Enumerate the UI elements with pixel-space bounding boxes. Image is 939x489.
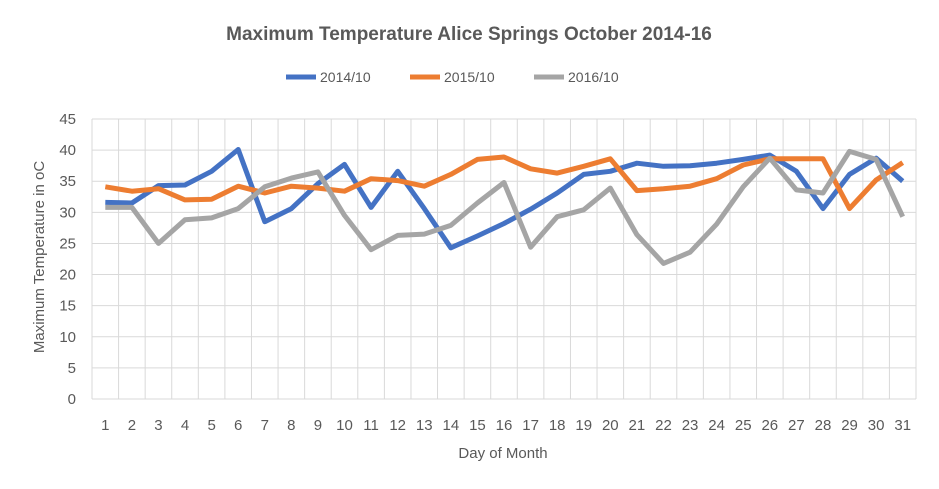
legend-label-2015-10: 2015/10 [444, 69, 495, 85]
x-axis-tick-labels: 1 2 3 4 5 6 7 8 9 10 11 12 13 14 15 16 17 18 19 20 21 22 23 24 2… [101, 417, 911, 434]
y-axis-title: Maximum Temperature in oC [31, 161, 48, 353]
x-tick-label: 20 [602, 417, 619, 434]
y-tick-label: 0 [68, 391, 76, 408]
x-tick-label: 7 [261, 417, 269, 434]
chart-title: Maximum Temperature Alice Springs Octobe… [226, 24, 712, 45]
x-tick-label: 9 [314, 417, 322, 434]
y-tick-label: 10 [59, 329, 76, 346]
x-tick-label: 26 [761, 417, 778, 434]
y-tick-label: 40 [59, 142, 76, 159]
y-tick-label: 25 [59, 235, 76, 252]
y-tick-label: 20 [59, 267, 76, 284]
x-tick-label: 21 [629, 417, 646, 434]
x-tick-label: 5 [207, 417, 215, 434]
y-tick-label: 15 [59, 298, 76, 315]
y-tick-label: 30 [59, 204, 76, 221]
legend-label-2014-10: 2014/10 [320, 69, 371, 85]
x-tick-label: 6 [234, 417, 242, 434]
x-tick-label: 11 [363, 417, 379, 434]
x-tick-label: 17 [522, 417, 539, 434]
x-tick-label: 2 [128, 417, 136, 434]
x-tick-label: 8 [287, 417, 295, 434]
x-tick-label: 22 [655, 417, 672, 434]
x-tick-label: 27 [788, 417, 805, 434]
x-tick-label: 12 [389, 417, 406, 434]
x-tick-label: 10 [336, 417, 353, 434]
x-tick-label: 19 [575, 417, 592, 434]
x-tick-label: 14 [442, 417, 459, 434]
x-tick-label: 16 [496, 417, 513, 434]
series-line-2016-10 [105, 148, 905, 266]
x-tick-label: 4 [181, 417, 189, 434]
x-tick-label: 1 [101, 417, 109, 434]
x-tick-label: 28 [815, 417, 832, 434]
horizontal-gridlines [92, 118, 916, 400]
x-tick-label: 29 [841, 417, 858, 434]
x-tick-label: 3 [154, 417, 162, 434]
x-tick-label: 24 [708, 417, 725, 434]
vertical-gridlines [91, 119, 917, 399]
x-tick-label: 23 [682, 417, 699, 434]
y-axis-tick-labels: 0 5 10 15 20 25 30 35 40 45 [59, 111, 76, 408]
y-tick-label: 45 [59, 111, 76, 128]
x-axis-title: Day of Month [458, 445, 547, 462]
series-lines [104, 147, 905, 266]
y-tick-label: 5 [68, 360, 76, 377]
x-tick-label: 30 [868, 417, 885, 434]
legend: 2014/10 2015/10 2016/10 [286, 69, 619, 85]
legend-label-2016-10: 2016/10 [568, 69, 619, 85]
x-tick-label: 13 [416, 417, 433, 434]
x-tick-label: 31 [894, 417, 911, 434]
x-tick-label: 25 [735, 417, 752, 434]
series-line-2014-10 [105, 147, 905, 251]
x-tick-label: 18 [549, 417, 566, 434]
x-tick-label: 15 [469, 417, 486, 434]
y-tick-label: 35 [59, 173, 76, 190]
